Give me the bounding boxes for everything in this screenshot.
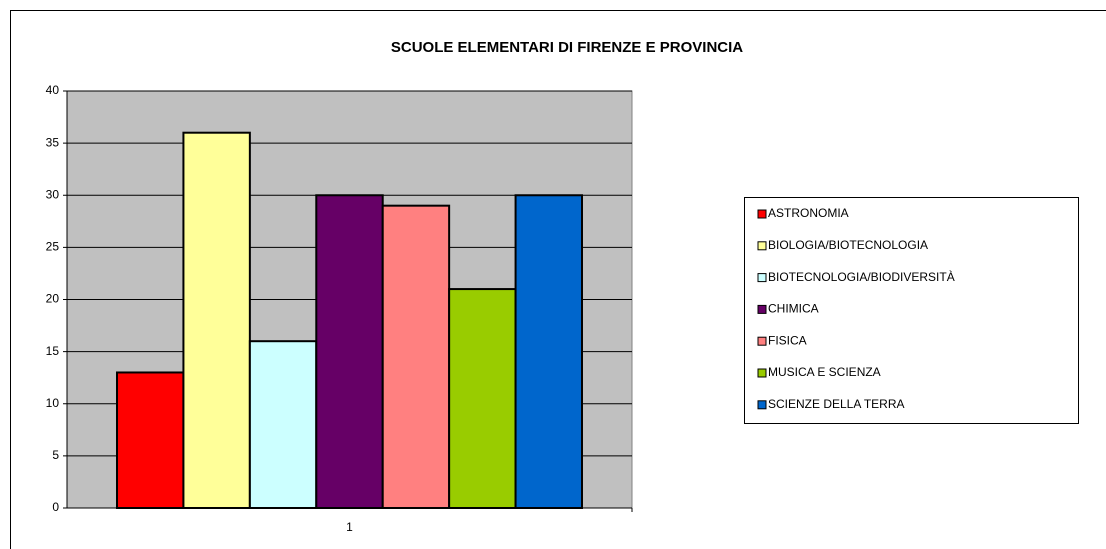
legend-label: MUSICA E SCIENZA	[768, 365, 881, 379]
legend-label: SCIENZE DELLA TERRA	[768, 397, 905, 411]
legend-label: FISICA	[768, 333, 807, 347]
y-tick-label: 0	[52, 500, 59, 514]
y-tick-label: 10	[46, 396, 60, 410]
legend-swatch	[757, 241, 767, 251]
bar	[182, 131, 251, 509]
y-tick-label: 15	[46, 344, 60, 358]
legend-label: ASTRONOMIA	[768, 206, 849, 220]
y-tick-label: 5	[52, 448, 59, 462]
legend-label: BIOTECNOLOGIA/BIODIVERSITÀ	[768, 269, 955, 284]
legend-swatch	[757, 304, 767, 314]
y-tick-label: 40	[46, 83, 60, 97]
legend-swatch	[757, 209, 767, 219]
chart-title: SCUOLE ELEMENTARI DI FIRENZE E PROVINCIA	[391, 39, 743, 56]
legend-swatch	[757, 336, 767, 346]
legend-swatch	[757, 273, 767, 283]
legend	[744, 197, 1079, 424]
bar	[448, 288, 517, 510]
legend-label: BIOLOGIA/BIOTECNOLOGIA	[768, 238, 928, 252]
y-tick-label: 20	[46, 292, 60, 306]
x-tick-label: 1	[346, 520, 353, 534]
y-tick-label: 35	[46, 135, 60, 149]
bar	[315, 194, 384, 509]
bar	[381, 204, 451, 510]
bar	[514, 194, 583, 509]
bar	[248, 340, 318, 510]
y-tick-label: 25	[46, 240, 60, 254]
bar	[116, 371, 185, 509]
legend-swatch	[757, 368, 767, 378]
y-tick-label: 30	[46, 187, 60, 201]
legend-swatch	[757, 400, 767, 410]
legend-label: CHIMICA	[768, 302, 819, 316]
